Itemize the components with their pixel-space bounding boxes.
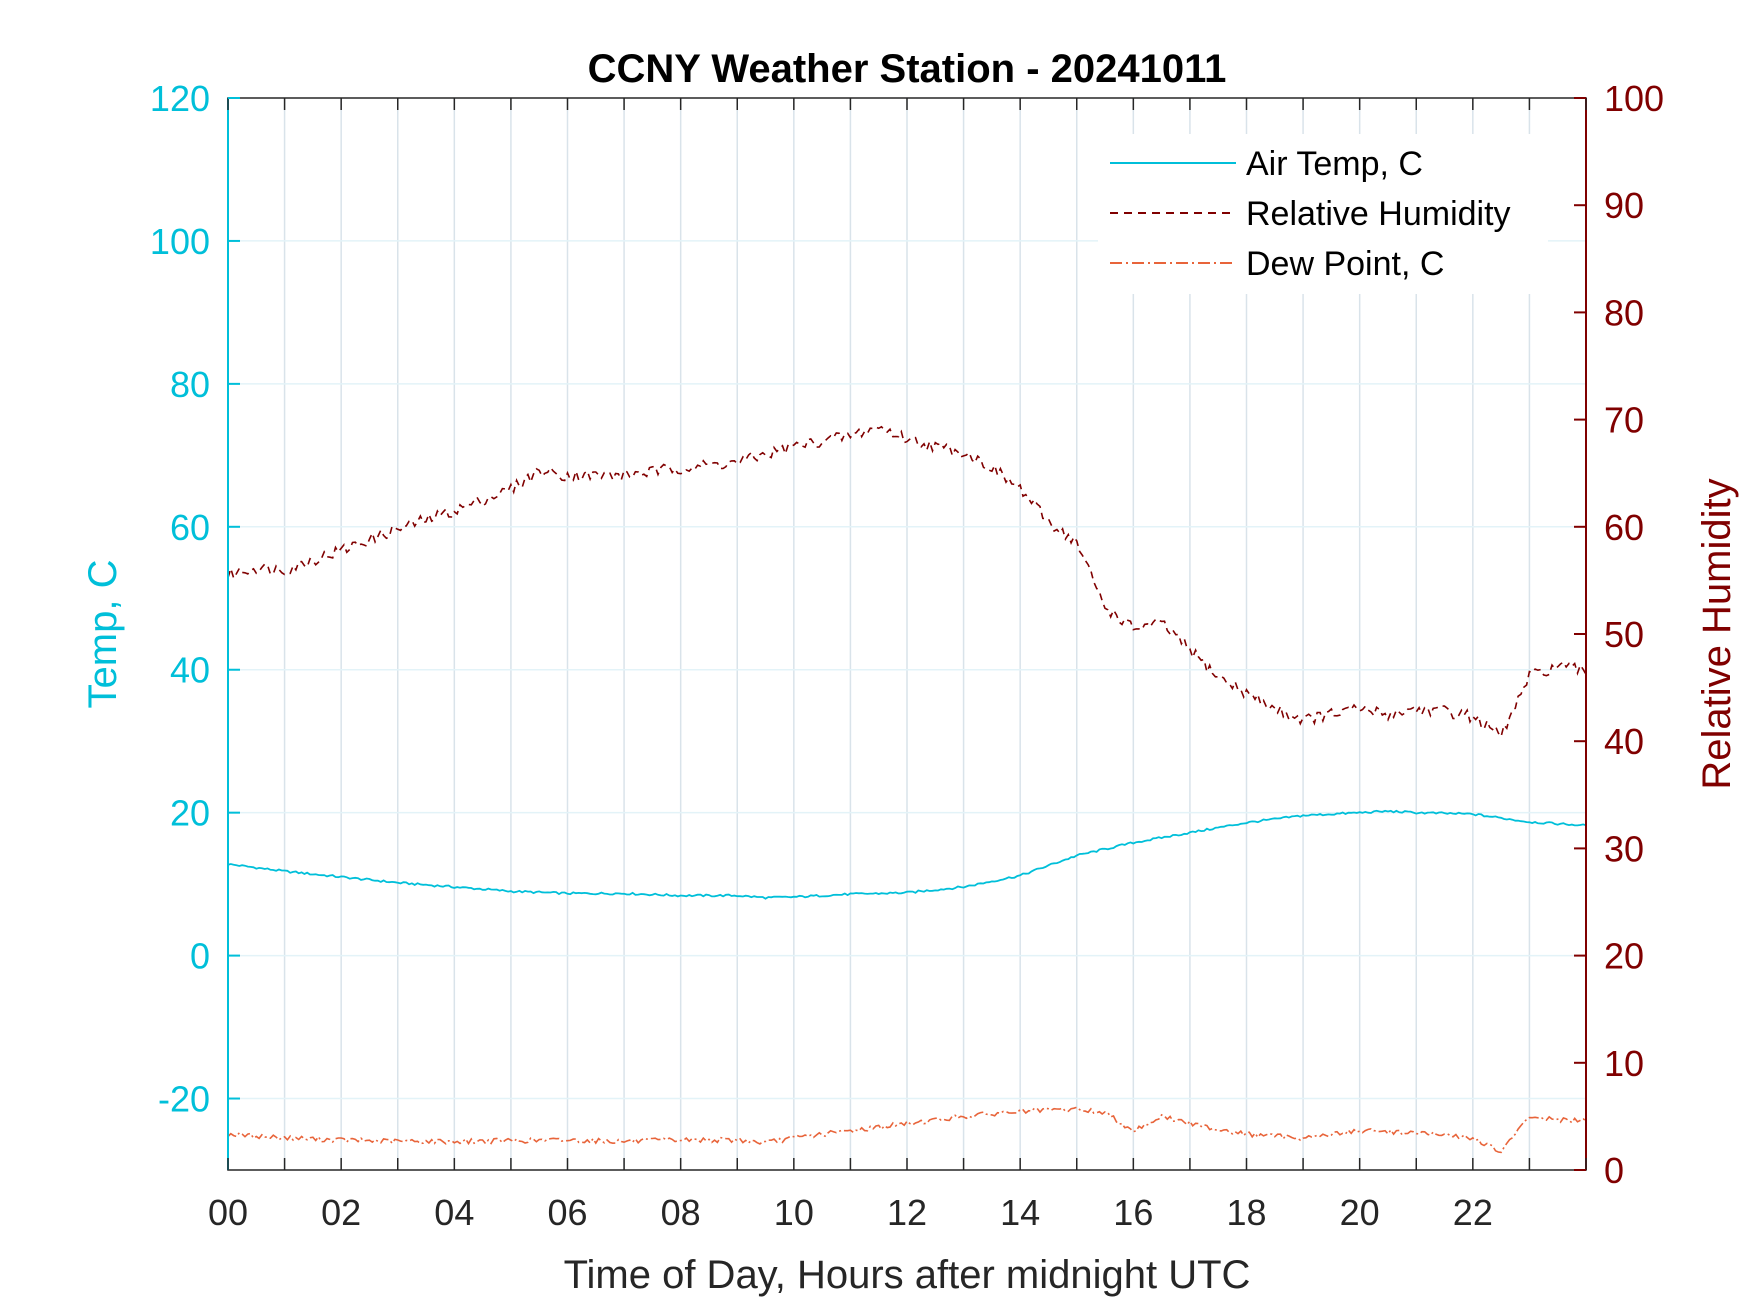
x-tick-label: 16 [1113, 1192, 1153, 1233]
y-right-tick-label: 20 [1604, 936, 1644, 977]
legend-label-relative-humidity: Relative Humidity [1246, 195, 1511, 233]
y-right-tick-label: 80 [1604, 292, 1644, 333]
y-right-tick-label: 70 [1604, 400, 1644, 441]
x-tick-label: 06 [547, 1192, 587, 1233]
series-layer [227, 425, 1587, 1154]
x-tick-label: 10 [774, 1192, 814, 1233]
y-right-tick-label: 100 [1604, 78, 1664, 119]
x-axis-label: Time of Day, Hours after midnight UTC [564, 1253, 1251, 1297]
y-right-tick-label: 0 [1604, 1150, 1624, 1191]
x-tick-label: 02 [321, 1192, 361, 1233]
y-right-tick-label: 50 [1604, 614, 1644, 655]
y-left-tick-label: 0 [190, 936, 210, 977]
y-right-tick-label: 40 [1604, 721, 1644, 762]
y-axis-label-right: Relative Humidity [1695, 478, 1739, 789]
y-left-tick-label: 40 [170, 650, 210, 691]
y-left-tick-label: 20 [170, 793, 210, 834]
legend: Air Temp, C Relative Humidity Dew Point,… [1098, 134, 1548, 294]
y-left-tick-label: -20 [158, 1079, 210, 1120]
x-tick-label: 00 [208, 1192, 248, 1233]
series-line-air-temp-c [227, 809, 1587, 900]
series-line-dew-point-c [227, 1106, 1587, 1154]
y-right-tick-label: 60 [1604, 507, 1644, 548]
x-tick-label: 08 [661, 1192, 701, 1233]
x-tick-label: 14 [1000, 1192, 1040, 1233]
legend-label-air-temp: Air Temp, C [1246, 145, 1423, 183]
y-left-tick-label: 120 [150, 78, 210, 119]
y-left-tick-label: 60 [170, 507, 210, 548]
y-axis-label-left: Temp, C [81, 560, 125, 709]
x-tick-label: 12 [887, 1192, 927, 1233]
x-tick-label: 18 [1226, 1192, 1266, 1233]
y-right-tick-label: 30 [1604, 828, 1644, 869]
y-left-tick-label: 80 [170, 364, 210, 405]
series-line-relative-humidity [227, 425, 1587, 739]
legend-label-dew-point: Dew Point, C [1246, 245, 1444, 283]
y-right-tick-label: 10 [1604, 1043, 1644, 1084]
tick-layer: 00 02 04 06 08 10 12 14 16 18 20 22-200204060801001… [150, 78, 1664, 1233]
y-left-tick-label: 100 [150, 221, 210, 262]
y-right-tick-label: 90 [1604, 185, 1644, 226]
x-tick-label: 04 [434, 1192, 474, 1233]
x-tick-label: 22 [1453, 1192, 1493, 1233]
chart-title: CCNY Weather Station - 20241011 [588, 47, 1227, 91]
x-tick-label: 20 [1340, 1192, 1380, 1233]
